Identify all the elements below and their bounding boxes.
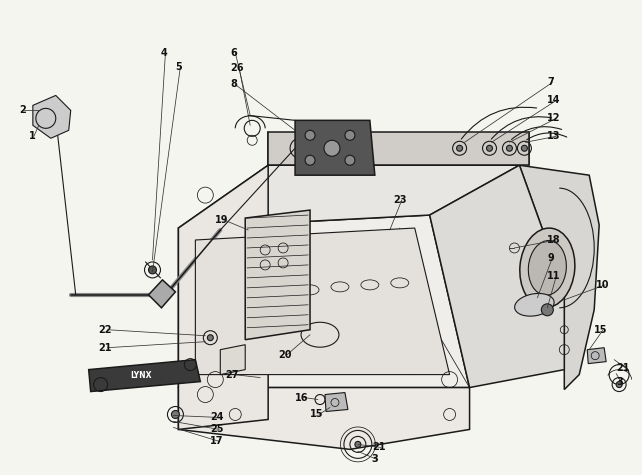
- Text: 19: 19: [215, 215, 229, 225]
- Text: 26: 26: [230, 64, 244, 74]
- Text: 21: 21: [372, 442, 385, 452]
- Ellipse shape: [528, 240, 566, 295]
- Text: LYNX: LYNX: [130, 371, 152, 380]
- Text: 21: 21: [99, 342, 112, 352]
- Text: 4: 4: [160, 48, 167, 57]
- Text: 16: 16: [295, 392, 309, 402]
- Text: 12: 12: [548, 114, 561, 124]
- Polygon shape: [245, 210, 310, 340]
- Text: 11: 11: [548, 271, 561, 281]
- Text: 3: 3: [616, 377, 623, 387]
- Circle shape: [148, 266, 157, 274]
- Polygon shape: [178, 165, 519, 228]
- Circle shape: [616, 381, 622, 388]
- Text: 20: 20: [278, 350, 291, 360]
- Text: 15: 15: [310, 409, 324, 419]
- Ellipse shape: [515, 294, 554, 316]
- Text: 10: 10: [596, 280, 610, 290]
- Text: 25: 25: [211, 425, 224, 435]
- Polygon shape: [220, 345, 245, 375]
- Polygon shape: [429, 165, 564, 388]
- Polygon shape: [178, 215, 469, 388]
- Text: 22: 22: [99, 325, 112, 335]
- Circle shape: [345, 130, 355, 140]
- Circle shape: [171, 410, 179, 418]
- Polygon shape: [178, 388, 469, 449]
- Text: 18: 18: [548, 235, 561, 245]
- Circle shape: [355, 441, 361, 447]
- Circle shape: [456, 145, 463, 151]
- Text: 6: 6: [230, 48, 237, 57]
- Text: 17: 17: [211, 437, 224, 446]
- Text: 8: 8: [230, 79, 237, 89]
- Text: 9: 9: [548, 253, 554, 263]
- Circle shape: [345, 155, 355, 165]
- Polygon shape: [33, 95, 71, 138]
- Polygon shape: [295, 120, 375, 175]
- Polygon shape: [519, 165, 599, 390]
- Polygon shape: [268, 133, 530, 165]
- Circle shape: [541, 304, 553, 316]
- Text: 2: 2: [19, 105, 26, 115]
- Text: 14: 14: [548, 95, 561, 105]
- Text: 7: 7: [548, 77, 554, 87]
- Ellipse shape: [520, 228, 575, 308]
- Text: 15: 15: [594, 325, 608, 335]
- Circle shape: [207, 335, 213, 341]
- Text: 23: 23: [393, 195, 406, 205]
- Polygon shape: [148, 280, 175, 308]
- Text: 27: 27: [225, 370, 239, 380]
- Polygon shape: [195, 228, 449, 375]
- Circle shape: [487, 145, 492, 151]
- Polygon shape: [587, 348, 606, 364]
- Polygon shape: [89, 360, 200, 391]
- Polygon shape: [178, 165, 268, 429]
- Text: 21: 21: [616, 362, 630, 372]
- Text: 3: 3: [372, 455, 379, 465]
- Circle shape: [305, 155, 315, 165]
- Text: 13: 13: [548, 131, 561, 141]
- Text: 5: 5: [175, 61, 182, 72]
- Circle shape: [324, 140, 340, 156]
- Circle shape: [507, 145, 512, 151]
- Text: 24: 24: [211, 412, 224, 422]
- Text: 1: 1: [29, 131, 35, 141]
- Polygon shape: [325, 392, 348, 411]
- Circle shape: [521, 145, 527, 151]
- Circle shape: [305, 130, 315, 140]
